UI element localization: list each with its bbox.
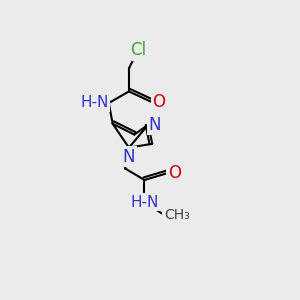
Text: CH₃: CH₃ — [164, 208, 190, 222]
Text: O: O — [152, 93, 165, 111]
Text: Cl: Cl — [130, 41, 146, 59]
Text: H-N: H-N — [80, 95, 109, 110]
Text: O: O — [168, 164, 181, 182]
Text: N: N — [123, 148, 135, 166]
Text: H-N: H-N — [130, 195, 159, 210]
Text: N: N — [148, 116, 161, 134]
